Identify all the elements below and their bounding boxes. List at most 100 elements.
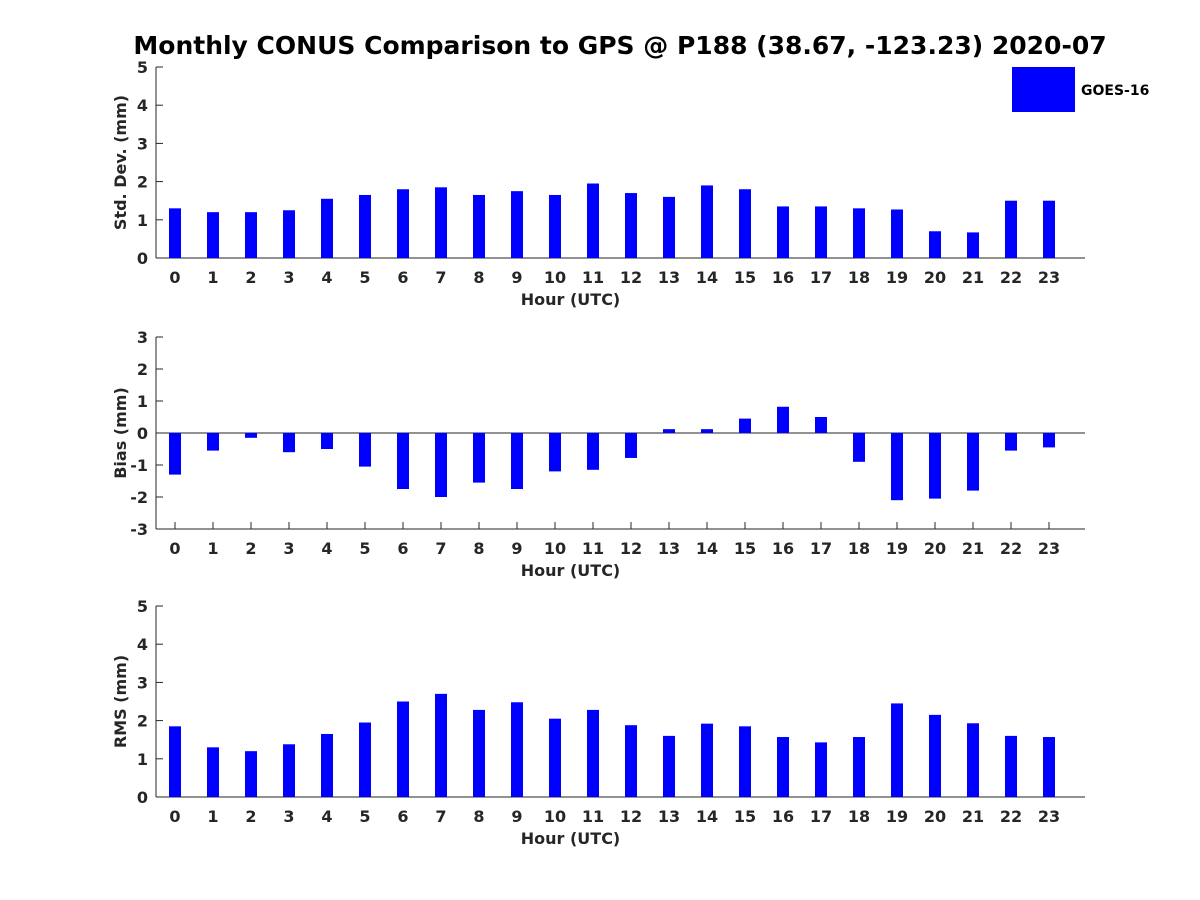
x-tick-label: 14	[696, 268, 718, 287]
bar-hour-23	[1043, 200, 1055, 258]
bar-hour-12	[625, 433, 637, 458]
bar-hour-2	[245, 212, 257, 258]
x-tick-label: 20	[924, 539, 946, 558]
y-tick-label: 0	[137, 424, 148, 443]
bar-hour-13	[663, 429, 675, 433]
x-tick-label: 18	[848, 807, 870, 826]
x-tick-label: 19	[886, 807, 908, 826]
bar-hour-15	[739, 726, 751, 797]
bar-hour-21	[967, 723, 979, 797]
x-tick-label: 10	[544, 539, 566, 558]
legend-swatch-goes-16	[1012, 67, 1075, 112]
bar-hour-3	[283, 210, 295, 258]
bar-hour-7	[435, 693, 447, 797]
bar-hour-6	[397, 701, 409, 797]
x-tick-label: 22	[1000, 539, 1022, 558]
x-tick-label: 14	[696, 807, 718, 826]
y-tick-label: 2	[137, 173, 148, 192]
x-tick-label: 23	[1038, 268, 1060, 287]
y-tick-label: 3	[137, 328, 148, 347]
x-tick-label: 16	[772, 268, 794, 287]
bar-hour-19	[891, 433, 903, 501]
y-tick-label: 2	[137, 360, 148, 379]
x-axis-label: Hour (UTC)	[521, 561, 621, 580]
bar-hour-9	[511, 702, 523, 797]
y-tick-label: 0	[137, 788, 148, 807]
x-tick-label: 2	[245, 539, 256, 558]
x-tick-label: 15	[734, 539, 756, 558]
bar-hour-6	[397, 433, 409, 489]
x-tick-label: 6	[397, 539, 408, 558]
x-tick-label: 7	[435, 268, 446, 287]
bar-hour-11	[587, 183, 599, 258]
x-tick-label: 15	[734, 807, 756, 826]
bar-hour-7	[435, 433, 447, 497]
x-tick-label: 13	[658, 539, 680, 558]
bar-hour-0	[169, 726, 181, 797]
x-tick-label: 1	[207, 539, 218, 558]
bar-hour-8	[473, 194, 485, 258]
x-tick-label: 18	[848, 268, 870, 287]
bar-hour-18	[853, 433, 865, 462]
x-tick-label: 12	[620, 807, 642, 826]
x-tick-label: 8	[473, 807, 484, 826]
bar-hour-20	[929, 714, 941, 797]
y-tick-label: 4	[137, 635, 148, 654]
bar-hour-18	[853, 737, 865, 797]
bar-hour-23	[1043, 737, 1055, 797]
x-tick-label: 1	[207, 268, 218, 287]
y-axis-label: RMS (mm)	[111, 655, 130, 748]
bar-hour-4	[321, 433, 333, 449]
bar-hour-0	[169, 208, 181, 258]
x-tick-label: 5	[359, 268, 370, 287]
bar-hour-16	[777, 737, 789, 797]
y-tick-label: 5	[137, 597, 148, 616]
x-tick-label: 6	[397, 807, 408, 826]
bar-hour-4	[321, 733, 333, 797]
x-tick-label: 0	[169, 268, 180, 287]
x-tick-label: 23	[1038, 539, 1060, 558]
y-tick-label: 0	[137, 249, 148, 268]
bar-hour-17	[815, 206, 827, 258]
y-tick-label: 3	[137, 673, 148, 692]
x-tick-label: 2	[245, 268, 256, 287]
bar-hour-6	[397, 189, 409, 258]
bar-hour-22	[1005, 735, 1017, 797]
x-tick-label: 7	[435, 807, 446, 826]
bar-hour-5	[359, 433, 371, 467]
x-tick-label: 10	[544, 807, 566, 826]
x-tick-label: 11	[582, 268, 604, 287]
x-tick-label: 8	[473, 539, 484, 558]
bar-hour-21	[967, 232, 979, 258]
x-tick-label: 19	[886, 539, 908, 558]
bar-hour-2	[245, 433, 257, 438]
bar-hour-2	[245, 751, 257, 797]
bar-hour-4	[321, 198, 333, 258]
chart-title: Monthly CONUS Comparison to GPS @ P188 (…	[133, 31, 1106, 60]
bar-hour-13	[663, 735, 675, 797]
x-axis-label: Hour (UTC)	[521, 290, 621, 309]
bar-hour-7	[435, 187, 447, 258]
bar-hour-22	[1005, 433, 1017, 451]
x-tick-label: 11	[582, 539, 604, 558]
x-tick-label: 3	[283, 268, 294, 287]
bar-hour-1	[207, 433, 219, 451]
bar-hour-14	[701, 429, 713, 433]
y-tick-label: 4	[137, 96, 148, 115]
bar-hour-14	[701, 723, 713, 797]
y-tick-label: 1	[137, 392, 148, 411]
x-tick-label: 2	[245, 807, 256, 826]
bar-hour-3	[283, 744, 295, 797]
bar-hour-8	[473, 709, 485, 797]
x-tick-label: 20	[924, 807, 946, 826]
bar-hour-0	[169, 433, 181, 475]
bar-hour-20	[929, 433, 941, 499]
bar-hour-11	[587, 709, 599, 797]
x-tick-label: 5	[359, 539, 370, 558]
bar-hour-3	[283, 433, 295, 453]
